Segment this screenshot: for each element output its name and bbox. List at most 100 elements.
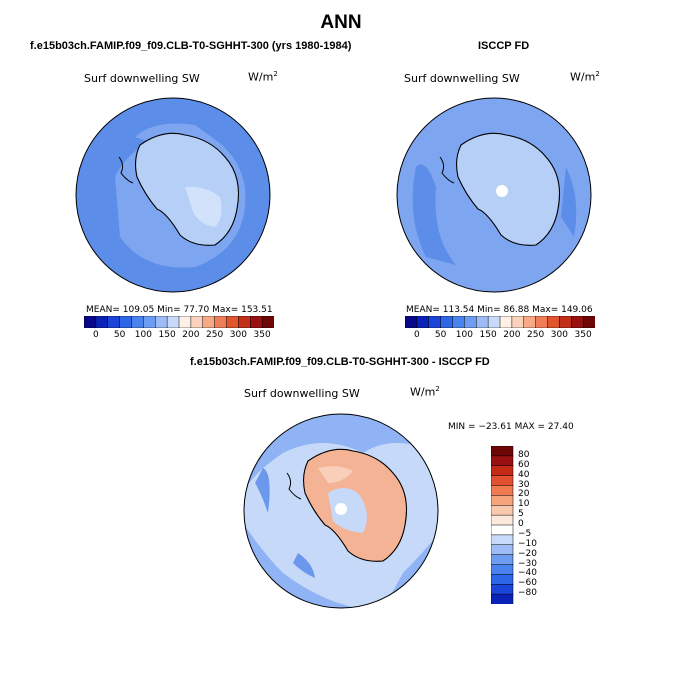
colorbar-swatch bbox=[491, 564, 514, 576]
colorbar-tick-label: 60 bbox=[518, 459, 530, 470]
colorbar-tick-label: 250 bbox=[527, 330, 545, 340]
panel-1-field-label: Surf downwelling SW bbox=[84, 72, 200, 85]
colorbar-swatch bbox=[440, 316, 454, 328]
panel-1-stats: MEAN= 109.05 Min= 77.70 Max= 153.51 bbox=[86, 305, 273, 315]
colorbar-swatch bbox=[107, 316, 121, 328]
panel-3-field-label: Surf downwelling SW bbox=[244, 387, 360, 400]
colorbar-swatch bbox=[559, 316, 572, 328]
colorbar-swatch bbox=[499, 316, 513, 328]
colorbar-swatch bbox=[511, 316, 525, 328]
colorbar-tick-label: −40 bbox=[518, 568, 537, 579]
panel-2-antarctica bbox=[455, 132, 561, 246]
colorbar-swatch bbox=[491, 475, 514, 487]
colorbar-swatch bbox=[476, 316, 489, 328]
colorbar-swatch bbox=[535, 316, 549, 328]
colorbar-swatch bbox=[131, 316, 145, 328]
panel-1-title: f.e15b03ch.FAMIP.f09_f09.CLB-T0-SGHHT-30… bbox=[30, 40, 352, 52]
colorbar-swatch bbox=[119, 316, 133, 328]
colorbar-swatch bbox=[250, 316, 263, 328]
colorbar-swatch bbox=[238, 316, 251, 328]
panel-1-colorbar bbox=[84, 316, 274, 328]
colorbar-tick-label: 300 bbox=[550, 330, 568, 340]
colorbar-tick-label: 20 bbox=[518, 489, 530, 500]
colorbar-swatch bbox=[261, 316, 274, 328]
panel-2-title: ISCCP FD bbox=[478, 40, 530, 52]
colorbar-swatch bbox=[571, 316, 584, 328]
colorbar-tick-label: 30 bbox=[518, 479, 530, 490]
colorbar-tick-label: −30 bbox=[518, 558, 537, 569]
panel-3-pole-gap bbox=[335, 503, 347, 515]
colorbar-tick-label: 50 bbox=[434, 330, 447, 340]
panel-3-map-border bbox=[243, 413, 439, 609]
colorbar-swatch bbox=[214, 316, 228, 328]
colorbar-swatch bbox=[491, 584, 514, 595]
panel-3-stats: MIN = −23.61 MAX = 27.40 bbox=[448, 422, 574, 432]
colorbar-swatch bbox=[143, 316, 156, 328]
colorbar-swatch bbox=[155, 316, 168, 328]
colorbar-tick-label: 40 bbox=[518, 469, 530, 480]
colorbar-tick-label: −20 bbox=[518, 548, 537, 559]
panel-2-units: W/m2 bbox=[570, 70, 600, 84]
colorbar-tick-label: 10 bbox=[518, 499, 530, 510]
colorbar-swatch bbox=[491, 455, 514, 467]
panel-3-colorbar-labels: 80 60 40 30 20 10 5 0 −5 −10 −20 −30 −40 −60 −80 bbox=[518, 446, 558, 606]
colorbar-swatch bbox=[491, 505, 514, 516]
colorbar-tick-label: 200 bbox=[182, 330, 200, 340]
colorbar-swatch bbox=[428, 316, 442, 328]
colorbar-swatch bbox=[84, 316, 97, 328]
colorbar-swatch bbox=[178, 316, 192, 328]
colorbar-tick-label: 100 bbox=[134, 330, 152, 340]
colorbar-tick-label: 80 bbox=[518, 449, 530, 460]
colorbar-swatch bbox=[226, 316, 240, 328]
colorbar-swatch bbox=[416, 316, 430, 328]
colorbar-swatch bbox=[491, 485, 514, 497]
panel-2-colorbar bbox=[405, 316, 595, 328]
colorbar-swatch bbox=[491, 544, 514, 556]
colorbar-swatch bbox=[166, 316, 180, 328]
colorbar-swatch bbox=[190, 316, 204, 328]
panel-2-map bbox=[396, 97, 592, 293]
colorbar-tick-label: 150 bbox=[479, 330, 497, 340]
colorbar-swatch bbox=[487, 316, 501, 328]
colorbar-tick-label: 0 bbox=[518, 519, 524, 529]
panel-3-map bbox=[243, 413, 439, 609]
panel-1-map-border bbox=[75, 97, 271, 293]
colorbar-tick-label: 350 bbox=[253, 330, 271, 340]
colorbar-swatch bbox=[202, 316, 216, 328]
colorbar-swatch bbox=[491, 514, 514, 526]
colorbar-swatch bbox=[405, 316, 418, 328]
colorbar-swatch bbox=[452, 316, 466, 328]
colorbar-tick-label: 200 bbox=[503, 330, 521, 340]
colorbar-tick-label: 350 bbox=[574, 330, 592, 340]
colorbar-swatch bbox=[464, 316, 477, 328]
colorbar-swatch bbox=[95, 316, 109, 328]
colorbar-swatch bbox=[491, 574, 514, 585]
colorbar-tick-label: 250 bbox=[206, 330, 224, 340]
colorbar-tick-label: 0 bbox=[414, 330, 420, 340]
colorbar-swatch bbox=[491, 534, 514, 546]
colorbar-tick-label: −80 bbox=[518, 588, 537, 599]
colorbar-tick-label: −60 bbox=[518, 578, 537, 589]
panel-2-stats: MEAN= 113.54 Min= 86.88 Max= 149.06 bbox=[406, 305, 593, 315]
colorbar-swatch bbox=[491, 524, 514, 536]
colorbar-swatch bbox=[523, 316, 537, 328]
colorbar-swatch bbox=[491, 593, 514, 604]
colorbar-tick-label: 50 bbox=[113, 330, 126, 340]
colorbar-tick-label: −5 bbox=[518, 528, 532, 539]
panel-1-units: W/m2 bbox=[248, 70, 278, 84]
colorbar-swatch bbox=[491, 465, 514, 477]
colorbar-tick-label: 150 bbox=[158, 330, 176, 340]
colorbar-swatch bbox=[491, 495, 514, 506]
colorbar-swatch bbox=[491, 554, 514, 566]
panel-2-map-border bbox=[396, 97, 592, 293]
panel-3-colorbar bbox=[491, 446, 514, 604]
panel-2-colorbar-labels: 0 50 100 150 200 250 300 350 bbox=[405, 330, 595, 342]
colorbar-tick-label: 5 bbox=[518, 509, 524, 520]
colorbar-swatch bbox=[547, 316, 561, 328]
panel-3-title: f.e15b03ch.FAMIP.f09_f09.CLB-T0-SGHHT-30… bbox=[190, 356, 490, 368]
colorbar-tick-label: 300 bbox=[229, 330, 247, 340]
colorbar-swatch bbox=[491, 446, 514, 457]
colorbar-tick-label: 100 bbox=[455, 330, 473, 340]
panel-1-colorbar-labels: 0 50 100 150 200 250 300 350 bbox=[84, 330, 274, 342]
colorbar-swatch bbox=[582, 316, 595, 328]
